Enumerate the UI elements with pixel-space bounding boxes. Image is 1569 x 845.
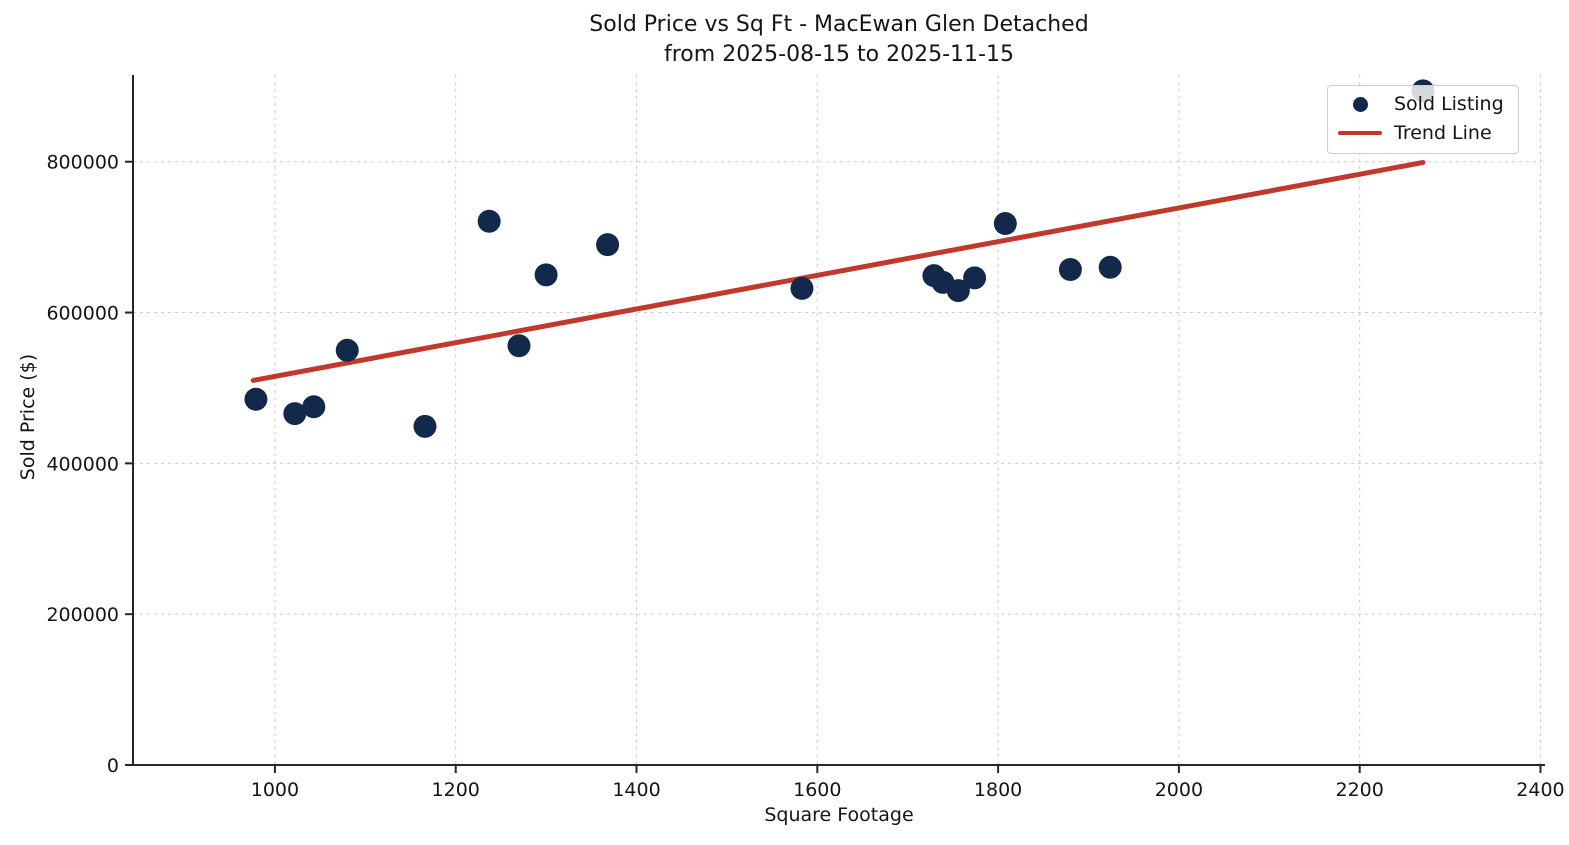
- y-axis-label: Sold Price ($): [17, 353, 39, 481]
- scatter-point: [283, 402, 307, 426]
- y-tick-label: 600000: [46, 303, 119, 325]
- scatter-point: [335, 338, 359, 362]
- x-tick-label: 1400: [612, 779, 660, 801]
- legend-label: Trend Line: [1394, 122, 1492, 144]
- scatter-point: [477, 209, 501, 233]
- x-axis-label: Square Footage: [764, 804, 914, 826]
- chart-title-block: Sold Price vs Sq Ft - MacEwan Glen Detac…: [133, 10, 1545, 69]
- scatter-point: [596, 233, 620, 257]
- scatter-point: [1098, 255, 1122, 279]
- line-marker-icon: [1338, 131, 1382, 135]
- scatter-point: [507, 334, 531, 358]
- x-tick-label: 1800: [974, 779, 1022, 801]
- legend-item-trend-line: Trend Line: [1338, 122, 1504, 144]
- chart-title: Sold Price vs Sq Ft - MacEwan Glen Detac…: [589, 12, 1089, 37]
- x-tick-label: 2200: [1336, 779, 1384, 801]
- scatter-marker-icon: [1352, 96, 1368, 112]
- scatter-point: [963, 266, 987, 290]
- legend-swatch: [1338, 96, 1382, 112]
- scatter-point: [993, 212, 1017, 236]
- scatter-point: [946, 279, 970, 303]
- scatter-point: [413, 414, 437, 438]
- y-tick-label: 200000: [46, 604, 119, 626]
- trend-line: [250, 159, 1426, 383]
- legend-label: Sold Listing: [1394, 93, 1504, 115]
- scatter-point: [302, 395, 326, 419]
- x-tick-label: 2400: [1516, 779, 1564, 801]
- legend: Sold Listing Trend Line: [1327, 85, 1519, 154]
- scatter-point: [1058, 258, 1082, 282]
- chart-subtitle: from 2025-08-15 to 2025-11-15: [664, 41, 1014, 67]
- x-tick-label: 2000: [1155, 779, 1203, 801]
- y-tick-label: 400000: [46, 453, 119, 475]
- x-tick-label: 1000: [251, 779, 299, 801]
- y-tick-label: 0: [107, 755, 119, 777]
- scatter-point: [790, 276, 814, 300]
- legend-item-sold-listing: Sold Listing: [1338, 93, 1504, 115]
- x-tick-label: 1600: [793, 779, 841, 801]
- scatter-point: [534, 263, 558, 287]
- scatter-point: [244, 387, 268, 411]
- x-tick-label: 1200: [432, 779, 480, 801]
- y-tick-label: 800000: [46, 152, 119, 174]
